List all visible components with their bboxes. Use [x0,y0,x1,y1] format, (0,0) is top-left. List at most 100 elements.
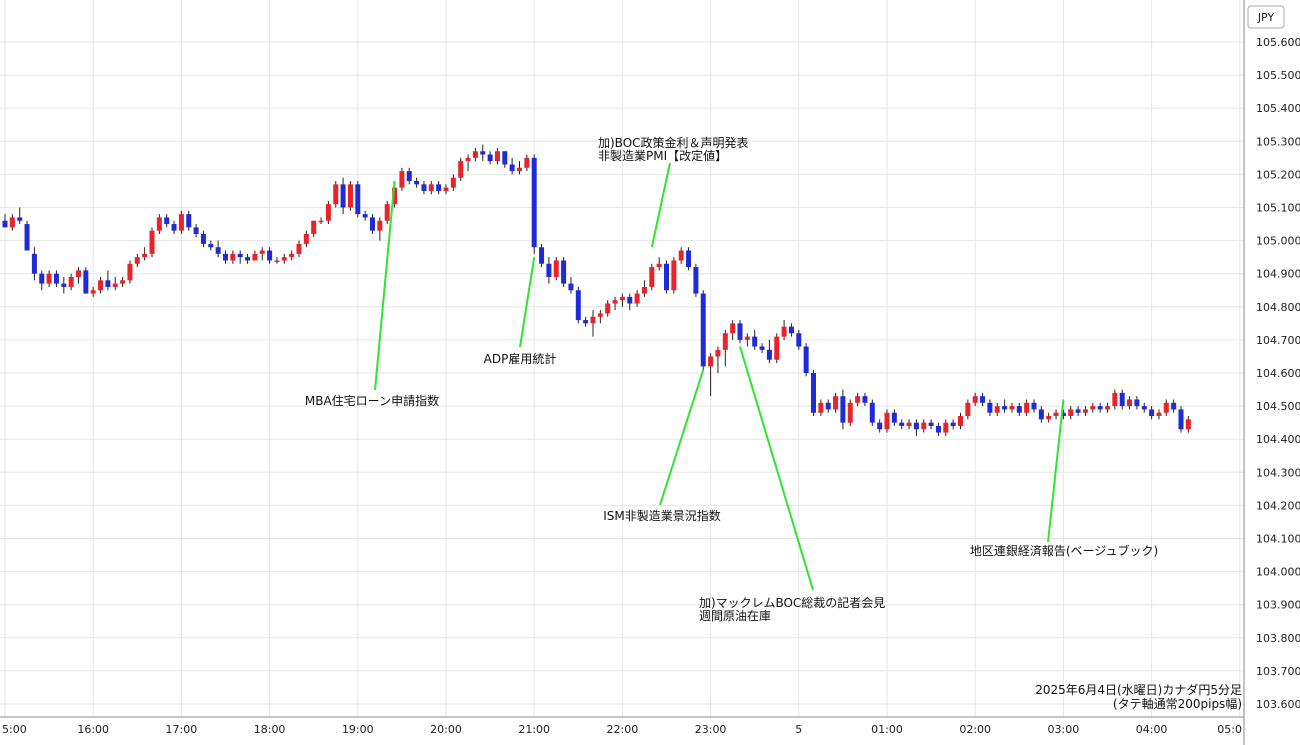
candle-body [913,422,919,430]
candle-body [17,217,23,221]
candle-body [289,253,295,258]
y-tick-label: 104.800 [1256,301,1300,314]
candle [715,346,721,373]
candle [950,419,956,430]
candle [759,343,765,354]
candle [597,310,603,324]
candle-body [1105,406,1110,410]
candle [855,392,861,407]
candle-body [612,300,618,304]
candle-body [487,154,493,162]
candle [752,329,758,350]
candle [1105,402,1110,413]
candle-body [311,220,317,234]
currency-badge [1247,5,1285,29]
candle [730,320,736,340]
candle [766,339,772,364]
candle-body [76,270,81,278]
candle-body [715,349,721,357]
candle-body [428,184,434,191]
candle-body [134,257,140,264]
annotation-label: ISM非製造業景況指数 [603,508,721,523]
candle-body [156,217,162,231]
candle-body [208,243,214,248]
candle [553,257,559,281]
candle [142,247,148,261]
candle [318,217,324,225]
candle-body [539,247,545,264]
candle [1046,412,1052,423]
candle-body [259,250,265,254]
candle-body [1046,416,1052,420]
x-tick-label: 01:00 [871,723,903,736]
candle-body [700,293,706,367]
candle [634,290,640,307]
candle [664,260,669,294]
candle [796,329,802,350]
candle [171,220,177,234]
candle-body [1002,406,1008,410]
candle-body [708,356,714,367]
candle-body [1090,406,1096,410]
candle [546,257,552,284]
candle [259,247,265,261]
candle [223,250,228,264]
candle-body [869,402,875,423]
candle [627,293,633,311]
candle [671,257,677,294]
candle [127,260,133,284]
candle [450,174,456,191]
candle-body [53,273,59,284]
candle-body [252,253,258,261]
candle-body [480,151,486,155]
candle-body [9,217,15,228]
candle [494,147,500,165]
candle-body [649,267,655,287]
candle-body [752,336,758,347]
candle [921,419,927,433]
candle [1134,396,1140,410]
candle-body [1082,409,1088,413]
candle [1097,402,1103,413]
candle-body [1031,402,1037,410]
candle-body [781,326,787,337]
candle [267,247,273,264]
annotation-leader-line [1047,399,1065,543]
candle [656,257,662,271]
candle-body [450,177,456,188]
candle [252,250,258,261]
candle-body [68,277,74,287]
candle [24,220,30,251]
candle [928,419,934,430]
candle-body [641,286,647,294]
candle-body [303,233,309,244]
candle-body [796,333,802,347]
candle-body [1068,409,1074,417]
y-tick-label: 105.100 [1256,202,1300,215]
candle-body [921,422,927,430]
candle [774,333,780,364]
candle-body [818,402,824,413]
y-tick-label: 105.400 [1256,102,1300,115]
candle-body [120,280,126,284]
y-tick-label: 104.400 [1256,433,1300,446]
y-tick-label: 103.800 [1256,632,1300,645]
candle-body [443,187,449,191]
candle [9,214,15,231]
candle-body [1038,409,1044,420]
candle [847,399,853,426]
candle-body [634,293,640,304]
candle [899,419,905,430]
candle-body [406,171,412,182]
candle-body [267,250,273,261]
candle-body [370,217,375,231]
candle-body [465,157,471,162]
candle [891,409,897,426]
candle-body [656,263,662,268]
candle [737,320,743,344]
y-tick-label: 105.200 [1256,168,1300,181]
candle [649,263,655,291]
candle-body [193,227,199,234]
x-tick-label: 18:00 [254,723,286,736]
